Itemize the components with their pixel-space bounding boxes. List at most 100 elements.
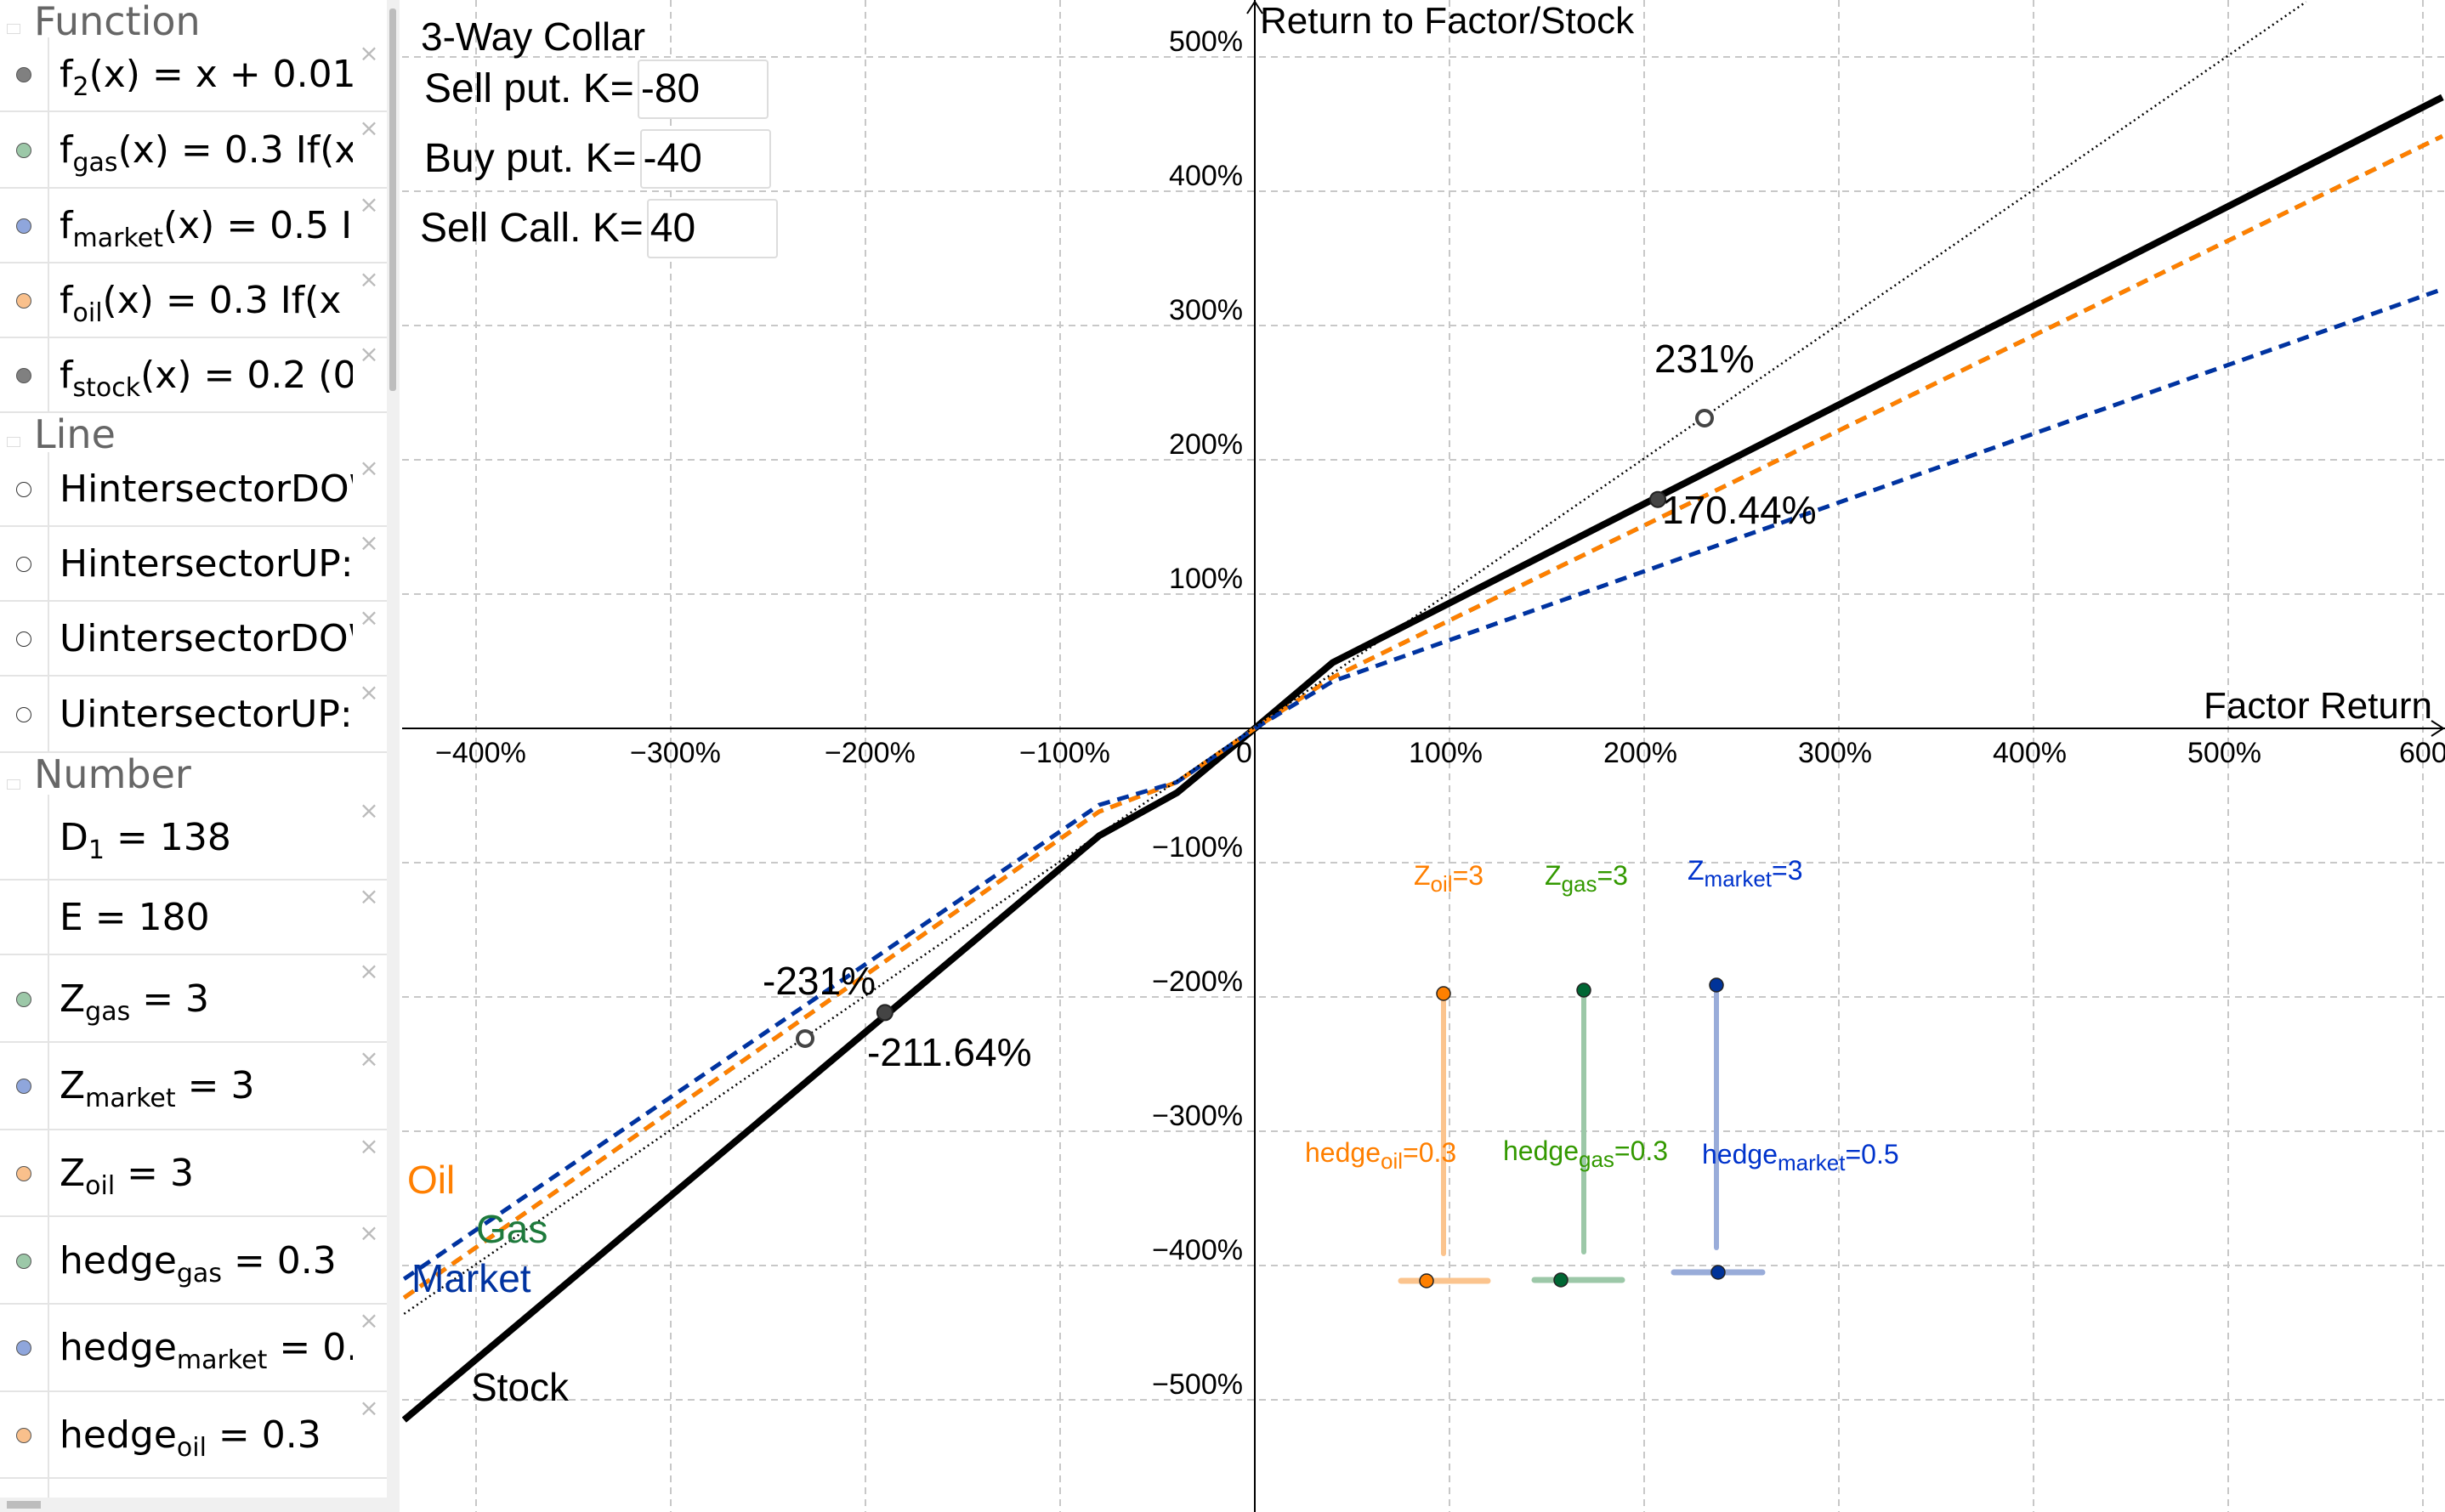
hedge-slider-handle[interactable] <box>1419 1273 1434 1288</box>
delete-icon[interactable]: × <box>359 39 379 68</box>
algebra-expression[interactable]: hedgegas = 0.3 <box>60 1235 353 1288</box>
delete-icon[interactable]: × <box>359 1044 379 1073</box>
scroll-thumb[interactable] <box>389 8 396 391</box>
delete-icon[interactable]: × <box>359 957 379 986</box>
collapse-icon[interactable] <box>7 23 20 34</box>
algebra-expression[interactable]: E = 180 <box>60 892 353 944</box>
hedge-slider-handle[interactable] <box>1710 1265 1726 1280</box>
algebra-item[interactable]: HintersectorDOWN× <box>0 451 387 527</box>
algebra-item[interactable]: foil(x) = 0.3 If(x <× <box>0 263 387 338</box>
algebra-expression[interactable]: hedgemarket = 0.5 <box>60 1322 353 1374</box>
row-gutter <box>0 1130 49 1216</box>
visibility-toggle-icon[interactable] <box>16 1253 31 1269</box>
visibility-toggle-icon[interactable] <box>16 142 31 158</box>
collapse-icon[interactable] <box>7 779 20 790</box>
delete-icon[interactable]: × <box>359 339 379 368</box>
algebra-expression[interactable]: f2(x) = x + 0.01 <box>60 48 353 101</box>
z-slider-handle[interactable] <box>1436 986 1451 1001</box>
sell-put-input[interactable]: -80 <box>637 59 769 119</box>
delete-icon[interactable]: × <box>359 1131 379 1160</box>
object-name: UintersectorDOWN <box>60 616 353 660</box>
algebra-expression[interactable]: HintersectorUP: y <box>60 538 353 591</box>
visibility-toggle-icon[interactable] <box>16 1428 31 1444</box>
vertical-scrollbar[interactable] <box>387 0 400 1512</box>
object-subscript: 2 <box>72 72 89 102</box>
algebra-expression[interactable]: hedgeoil = 0.3 <box>60 1409 353 1462</box>
section-header-function[interactable]: Function <box>0 0 387 41</box>
section-header-number[interactable]: Number <box>0 753 387 796</box>
delete-icon[interactable]: × <box>359 1393 379 1422</box>
visibility-toggle-icon[interactable] <box>16 1340 31 1356</box>
delete-icon[interactable]: × <box>359 1219 379 1248</box>
hedge-slider-label: hedgeoil=0.3 <box>1305 1137 1456 1175</box>
delete-icon[interactable]: × <box>359 190 379 218</box>
delete-icon[interactable]: × <box>359 677 379 706</box>
y-tick-label: −400% <box>1152 1234 1243 1266</box>
visibility-toggle-icon[interactable] <box>16 292 31 309</box>
algebra-item[interactable]: hedgegas = 0.3 × <box>0 1217 387 1305</box>
algebra-expression[interactable]: UintersectorDOWN <box>60 613 353 665</box>
algebra-expression[interactable]: D1 = 138 <box>60 812 353 864</box>
visibility-toggle-icon[interactable] <box>16 1165 31 1181</box>
sell-call-input[interactable]: 40 <box>646 199 778 258</box>
visibility-toggle-icon[interactable] <box>16 481 31 497</box>
hedge-slider-handle[interactable] <box>1553 1272 1569 1288</box>
delete-icon[interactable]: × <box>359 264 379 293</box>
row-gutter <box>0 451 49 525</box>
algebra-item[interactable]: UintersectorUP: y× <box>0 676 387 753</box>
algebra-item[interactable]: D1 = 138 × <box>0 795 387 881</box>
section-header-line[interactable]: Line <box>0 413 387 454</box>
algebra-expression[interactable]: HintersectorDOWN <box>60 463 353 516</box>
algebra-item[interactable]: hedgeoil = 0.3 × <box>0 1391 387 1480</box>
algebra-expression[interactable]: Zmarket = 3 <box>60 1060 353 1113</box>
object-subscript: oil <box>85 1170 116 1200</box>
delete-icon[interactable]: × <box>359 528 379 557</box>
algebra-item[interactable]: fmarket(x) = 0.5 If(× <box>0 188 387 263</box>
delete-icon[interactable]: × <box>359 796 379 825</box>
horizontal-scrollbar[interactable] <box>0 1498 387 1512</box>
intersection-point <box>876 1004 893 1022</box>
buy-put-row: Buy put. K= -40 <box>424 129 771 189</box>
visibility-toggle-icon[interactable] <box>16 67 31 83</box>
visibility-toggle-icon[interactable] <box>16 991 31 1007</box>
object-definition: = 180 <box>82 896 210 940</box>
algebra-item[interactable]: fstock(x) = 0.2 (0.3× <box>0 337 387 413</box>
visibility-toggle-icon[interactable] <box>16 631 31 647</box>
algebra-expression[interactable]: UintersectorUP: y <box>60 688 353 741</box>
visibility-toggle-icon[interactable] <box>16 218 31 234</box>
algebra-expression[interactable]: fgas(x) = 0.3 If(x < <box>60 124 353 177</box>
algebra-expression[interactable]: Zgas = 3 <box>60 973 353 1026</box>
algebra-expression[interactable]: Zoil = 3 <box>60 1147 353 1200</box>
algebra-item[interactable]: Zoil = 3 × <box>0 1130 387 1218</box>
algebra-item[interactable]: f2(x) = x + 0.01 × <box>0 37 387 113</box>
delete-icon[interactable]: × <box>359 603 379 631</box>
visibility-toggle-icon[interactable] <box>16 556 31 572</box>
delete-icon[interactable]: × <box>359 882 379 911</box>
z-slider-handle[interactable] <box>1709 977 1724 993</box>
algebra-expression[interactable]: foil(x) = 0.3 If(x < <box>60 275 353 327</box>
buy-put-input[interactable]: -40 <box>639 129 771 189</box>
visibility-toggle-icon[interactable] <box>16 706 31 722</box>
object-subscript: gas <box>176 1258 222 1288</box>
collapse-icon[interactable] <box>7 436 20 447</box>
delete-icon[interactable]: × <box>359 1306 379 1335</box>
algebra-item[interactable]: hedgemarket = 0.5× <box>0 1305 387 1392</box>
algebra-item[interactable]: UintersectorDOWN× <box>0 601 387 677</box>
algebra-expression[interactable]: fstock(x) = 0.2 (0.3 <box>60 349 353 402</box>
object-subscript: oil <box>72 297 103 327</box>
algebra-item[interactable]: fgas(x) = 0.3 If(x <× <box>0 112 387 189</box>
algebra-item[interactable]: Zmarket = 3 × <box>0 1042 387 1130</box>
algebra-item[interactable]: Zgas = 3 × <box>0 955 387 1043</box>
delete-icon[interactable]: × <box>359 114 379 143</box>
delete-icon[interactable]: × <box>359 453 379 482</box>
algebra-expression[interactable]: fmarket(x) = 0.5 If( <box>60 200 353 252</box>
visibility-toggle-icon[interactable] <box>16 1079 31 1095</box>
z-slider-handle[interactable] <box>1576 983 1591 998</box>
visibility-toggle-icon[interactable] <box>16 367 31 383</box>
algebra-item[interactable]: HintersectorUP: y× <box>0 526 387 602</box>
object-name: hedge <box>60 1326 177 1370</box>
label-text: Z <box>1688 855 1705 886</box>
scroll-thumb[interactable] <box>7 1501 41 1509</box>
algebra-item[interactable]: E = 180 × <box>0 881 387 956</box>
